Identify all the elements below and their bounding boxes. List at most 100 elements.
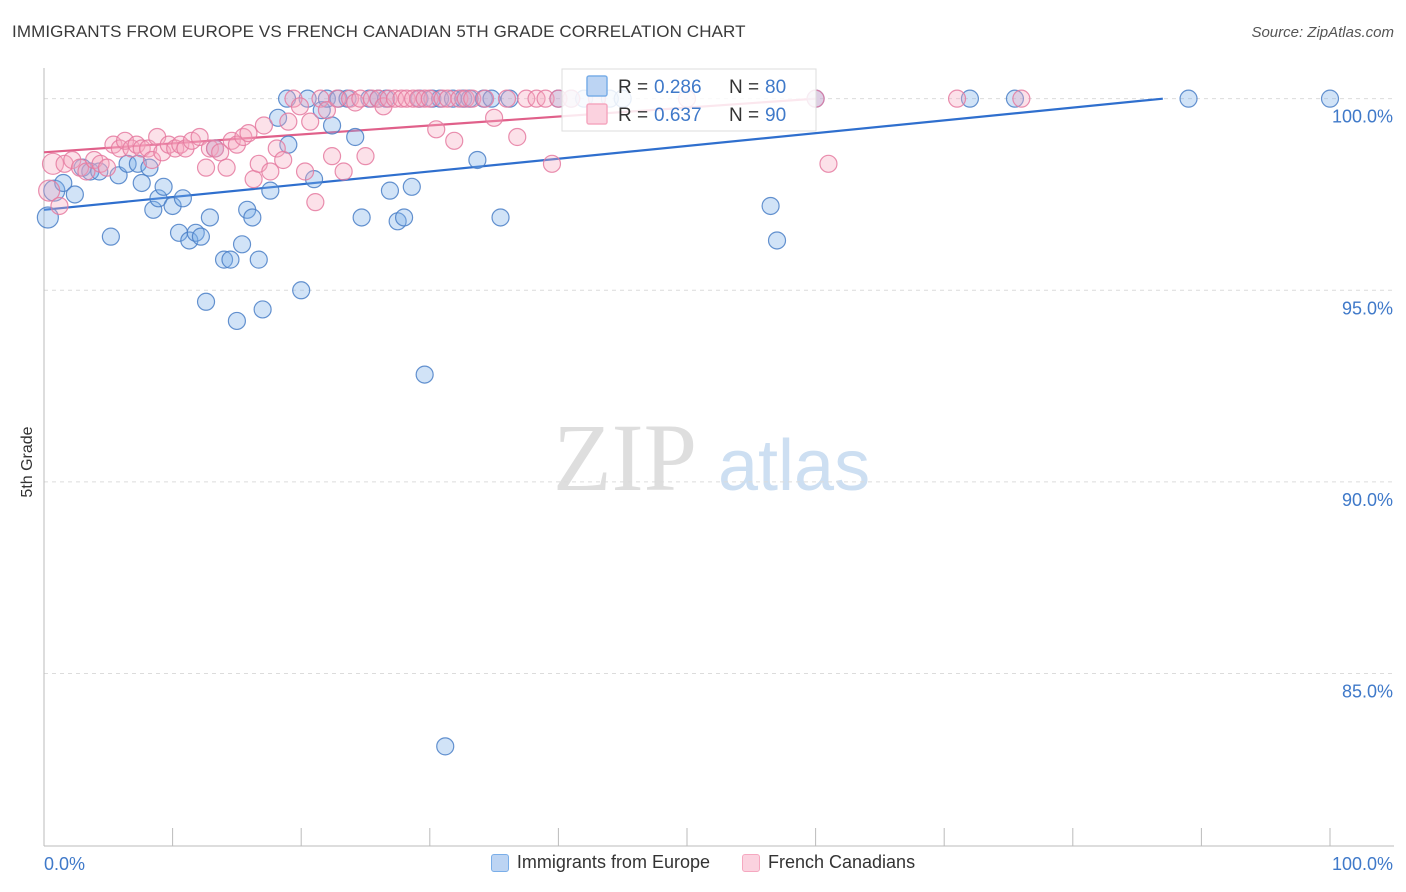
point-europe xyxy=(312,101,331,120)
point-french-canadian xyxy=(450,89,469,108)
point-french-canadian xyxy=(50,196,69,216)
point-french-canadian xyxy=(356,147,375,166)
point-french-canadian xyxy=(290,97,310,116)
axes xyxy=(43,68,1394,847)
watermark: ZIP atlas xyxy=(553,404,870,511)
stats-swatch-french-canadians xyxy=(586,103,608,125)
point-europe xyxy=(200,208,219,227)
point-europe xyxy=(253,300,272,319)
watermark-zip: ZIP xyxy=(553,404,697,511)
point-europe xyxy=(132,173,151,193)
stats-legend: R = 0.286 N = 80 R = 0.637 N = 90 xyxy=(561,68,817,132)
point-french-canadian xyxy=(97,158,117,177)
point-europe xyxy=(149,189,168,208)
chart-title: IMMIGRANTS FROM EUROPE VS FRENCH CANADIA… xyxy=(12,22,746,41)
point-europe xyxy=(196,292,216,311)
point-europe xyxy=(394,208,414,227)
point-french-canadian xyxy=(63,150,82,170)
legend-swatch-europe xyxy=(490,853,509,872)
source-label: Source: ZipAtlas.com xyxy=(1251,24,1394,41)
stats-r-label: R = xyxy=(618,77,648,98)
point-french-canadian xyxy=(306,193,325,212)
point-europe xyxy=(402,177,421,196)
point-french-canadian xyxy=(142,150,162,170)
watermark-atlas: atlas xyxy=(718,426,870,506)
point-europe xyxy=(491,208,510,227)
stats-r-value: 0.637 xyxy=(654,105,702,126)
point-french-canadian xyxy=(445,131,464,150)
point-europe xyxy=(163,196,182,216)
point-europe xyxy=(1320,89,1340,108)
point-french-canadian xyxy=(239,124,258,143)
point-french-canadian xyxy=(279,112,298,131)
point-french-canadian xyxy=(463,89,482,108)
bottom-legend: Immigrants from Europe French Canadians xyxy=(0,852,1406,873)
tick-labels: 85.0% 90.0% 95.0% 100.0% 0.0% 100.0% xyxy=(44,107,1393,874)
point-french-canadian xyxy=(947,89,967,108)
point-french-canadian xyxy=(254,116,274,135)
point-europe xyxy=(268,108,288,127)
legend-item-french-canadians[interactable]: French Canadians xyxy=(741,852,915,873)
stats-swatch-europe xyxy=(586,75,608,97)
stats-n-label: N = xyxy=(729,105,759,126)
legend-item-europe[interactable]: Immigrants from Europe xyxy=(490,852,710,873)
legend-label-europe: Immigrants from Europe xyxy=(516,852,710,872)
point-europe xyxy=(261,181,280,200)
point-europe xyxy=(352,208,371,227)
legend-swatch-french-canadians xyxy=(741,853,760,872)
point-french-canadian xyxy=(211,143,230,162)
point-europe xyxy=(298,89,317,108)
stats-n-value: 90 xyxy=(765,105,786,126)
point-french-canadian xyxy=(497,89,517,108)
point-europe xyxy=(292,281,311,300)
y-tick-label: 90.0% xyxy=(1342,490,1393,510)
point-europe xyxy=(154,177,173,196)
point-french-canadian xyxy=(244,170,263,189)
point-french-canadian xyxy=(274,150,293,170)
x-tick-label-max: 100.0% xyxy=(1332,854,1393,874)
point-french-canadian xyxy=(38,179,61,202)
point-europe xyxy=(468,150,487,170)
x-tick-label-min: 0.0% xyxy=(44,854,85,874)
point-french-canadian xyxy=(819,154,838,173)
point-europe xyxy=(214,250,234,269)
point-europe xyxy=(43,179,66,202)
point-europe xyxy=(960,89,980,108)
y-tick-label: 95.0% xyxy=(1342,298,1393,318)
point-french-canadian xyxy=(517,89,536,108)
point-europe xyxy=(380,181,400,200)
trend-line-europe xyxy=(43,97,1163,211)
point-french-canadian xyxy=(132,139,151,158)
point-french-canadian xyxy=(261,162,280,181)
point-europe xyxy=(144,200,163,219)
point-french-canadian xyxy=(485,108,504,127)
stats-r-label: R = xyxy=(618,105,648,126)
point-french-canadian xyxy=(334,162,353,181)
stats-r-value: 0.286 xyxy=(654,77,702,98)
point-french-canadian xyxy=(328,89,347,108)
point-europe xyxy=(249,250,268,269)
point-french-canadian xyxy=(536,89,555,108)
y-tick-label: 100.0% xyxy=(1332,107,1393,127)
stats-n-label: N = xyxy=(729,77,759,98)
point-europe xyxy=(767,231,787,250)
point-europe xyxy=(1179,89,1198,108)
point-europe xyxy=(101,227,120,246)
point-europe xyxy=(761,196,780,216)
point-europe xyxy=(65,185,84,204)
point-europe xyxy=(346,127,365,147)
point-europe xyxy=(173,189,192,208)
point-europe xyxy=(1005,89,1025,108)
grid-lines xyxy=(44,98,1394,675)
point-europe xyxy=(482,89,501,108)
point-french-canadian xyxy=(420,89,439,108)
point-french-canadian xyxy=(1012,89,1031,108)
point-europe xyxy=(227,311,246,331)
point-french-canadian xyxy=(508,127,527,147)
point-french-canadian xyxy=(196,158,216,177)
point-europe xyxy=(415,365,434,384)
point-french-canadian xyxy=(200,139,219,158)
point-french-canadian xyxy=(427,120,446,139)
data-points xyxy=(36,89,1340,756)
